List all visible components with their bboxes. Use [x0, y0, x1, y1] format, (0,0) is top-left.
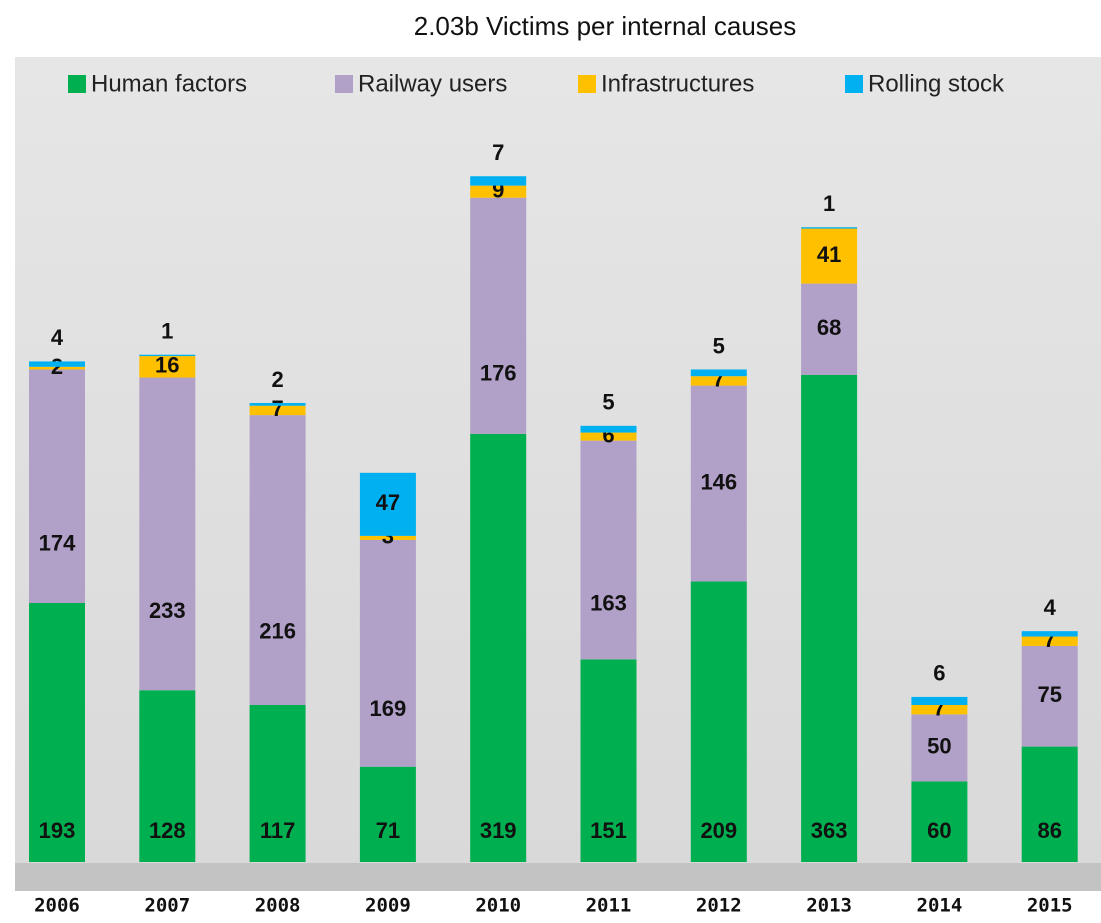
bar-segment — [139, 354, 196, 357]
data-label: 216 — [259, 618, 296, 643]
data-label: 86 — [1037, 818, 1061, 843]
x-tick-label: 2009 — [365, 895, 411, 917]
bar-segment — [470, 185, 527, 198]
data-label: 7 — [492, 140, 504, 165]
data-label: 1 — [161, 319, 173, 344]
data-label: 128 — [149, 818, 186, 843]
data-label: 6 — [933, 661, 945, 686]
x-tick-label: 2006 — [34, 895, 80, 917]
data-label: 209 — [700, 818, 737, 843]
legend-label: Infrastructures — [601, 70, 754, 97]
data-label: 319 — [480, 818, 517, 843]
bar-segment — [690, 385, 747, 582]
data-label: 1 — [823, 191, 835, 216]
legend-swatch — [578, 75, 596, 93]
bar-segment — [470, 433, 527, 862]
data-label: 4 — [1044, 595, 1057, 620]
data-label: 233 — [149, 598, 186, 623]
data-label: 2 — [271, 367, 283, 392]
bar-segment — [249, 415, 306, 705]
data-label: 193 — [39, 818, 76, 843]
x-tick-label: 2011 — [586, 895, 632, 917]
data-label: 4 — [51, 325, 64, 350]
bar-segment — [139, 356, 196, 378]
bar-segment — [359, 539, 416, 767]
data-label: 117 — [260, 818, 296, 843]
data-label: 75 — [1037, 682, 1061, 707]
bar-segment — [1021, 746, 1078, 862]
data-label: 71 — [376, 818, 400, 843]
x-tick-label: 2015 — [1027, 895, 1073, 917]
x-tick-label: 2012 — [696, 895, 742, 917]
bar-segment — [470, 176, 527, 186]
data-label: 41 — [817, 242, 841, 267]
bar-segment — [580, 440, 637, 660]
bar-segment — [249, 405, 306, 416]
legend-label: Human factors — [91, 70, 247, 97]
axis-band — [15, 863, 1101, 891]
bar-segment — [1021, 631, 1078, 637]
bar-segment — [249, 704, 306, 862]
data-label: 5 — [602, 390, 614, 415]
data-label: 60 — [927, 818, 951, 843]
bar-segment — [911, 714, 968, 782]
x-tick-label: 2010 — [475, 895, 521, 917]
data-label: 169 — [370, 696, 407, 721]
legend-swatch — [335, 75, 353, 93]
bar-segment — [801, 283, 858, 375]
data-label: 5 — [713, 333, 725, 358]
bar-segment — [470, 197, 527, 434]
bar-segment — [359, 766, 416, 862]
bar-segment — [580, 425, 637, 433]
bar-segment — [911, 781, 968, 862]
x-tick-label: 2013 — [806, 895, 852, 917]
bar-segment — [801, 227, 858, 229]
bar-segment — [911, 704, 968, 715]
bar-segment — [690, 369, 747, 377]
data-label: 68 — [817, 315, 841, 340]
bar-segment — [690, 376, 747, 386]
bar-segment — [29, 366, 85, 370]
data-label: 146 — [700, 469, 737, 494]
data-label: 174 — [39, 530, 76, 555]
bar-segment — [801, 228, 858, 284]
data-label: 176 — [480, 361, 517, 386]
legend-swatch — [68, 75, 86, 93]
bar-segment — [29, 361, 85, 367]
bar-segment — [139, 377, 196, 691]
x-tick-label: 2014 — [917, 895, 963, 917]
data-label: 163 — [590, 590, 627, 615]
bar-segment — [911, 696, 968, 705]
bar-segment — [139, 690, 196, 862]
bar-segment — [1021, 636, 1078, 646]
legend-swatch — [845, 75, 863, 93]
data-label: 16 — [155, 353, 179, 378]
bar-segment — [29, 369, 85, 603]
bar-segment — [29, 602, 85, 862]
data-label: 363 — [811, 818, 848, 843]
data-label: 7 — [271, 396, 283, 421]
chart-title: 2.03b Victims per internal causes — [414, 11, 797, 41]
bar-segment — [359, 472, 416, 536]
bar-segment — [690, 581, 747, 862]
legend-label: Railway users — [358, 70, 507, 97]
bar-segment — [359, 535, 416, 540]
x-tick-label: 2007 — [144, 895, 190, 917]
bar-segment — [580, 432, 637, 441]
bar-segment — [1021, 645, 1078, 747]
data-label: 151 — [590, 818, 627, 843]
data-label: 47 — [376, 490, 400, 515]
bar-segment — [249, 403, 306, 406]
data-label: 50 — [927, 734, 951, 759]
bar-segment — [801, 374, 858, 862]
legend-label: Rolling stock — [868, 70, 1005, 97]
data-label: 7 — [1044, 627, 1056, 652]
bar-segment — [580, 659, 637, 862]
x-tick-label: 2008 — [255, 895, 301, 917]
